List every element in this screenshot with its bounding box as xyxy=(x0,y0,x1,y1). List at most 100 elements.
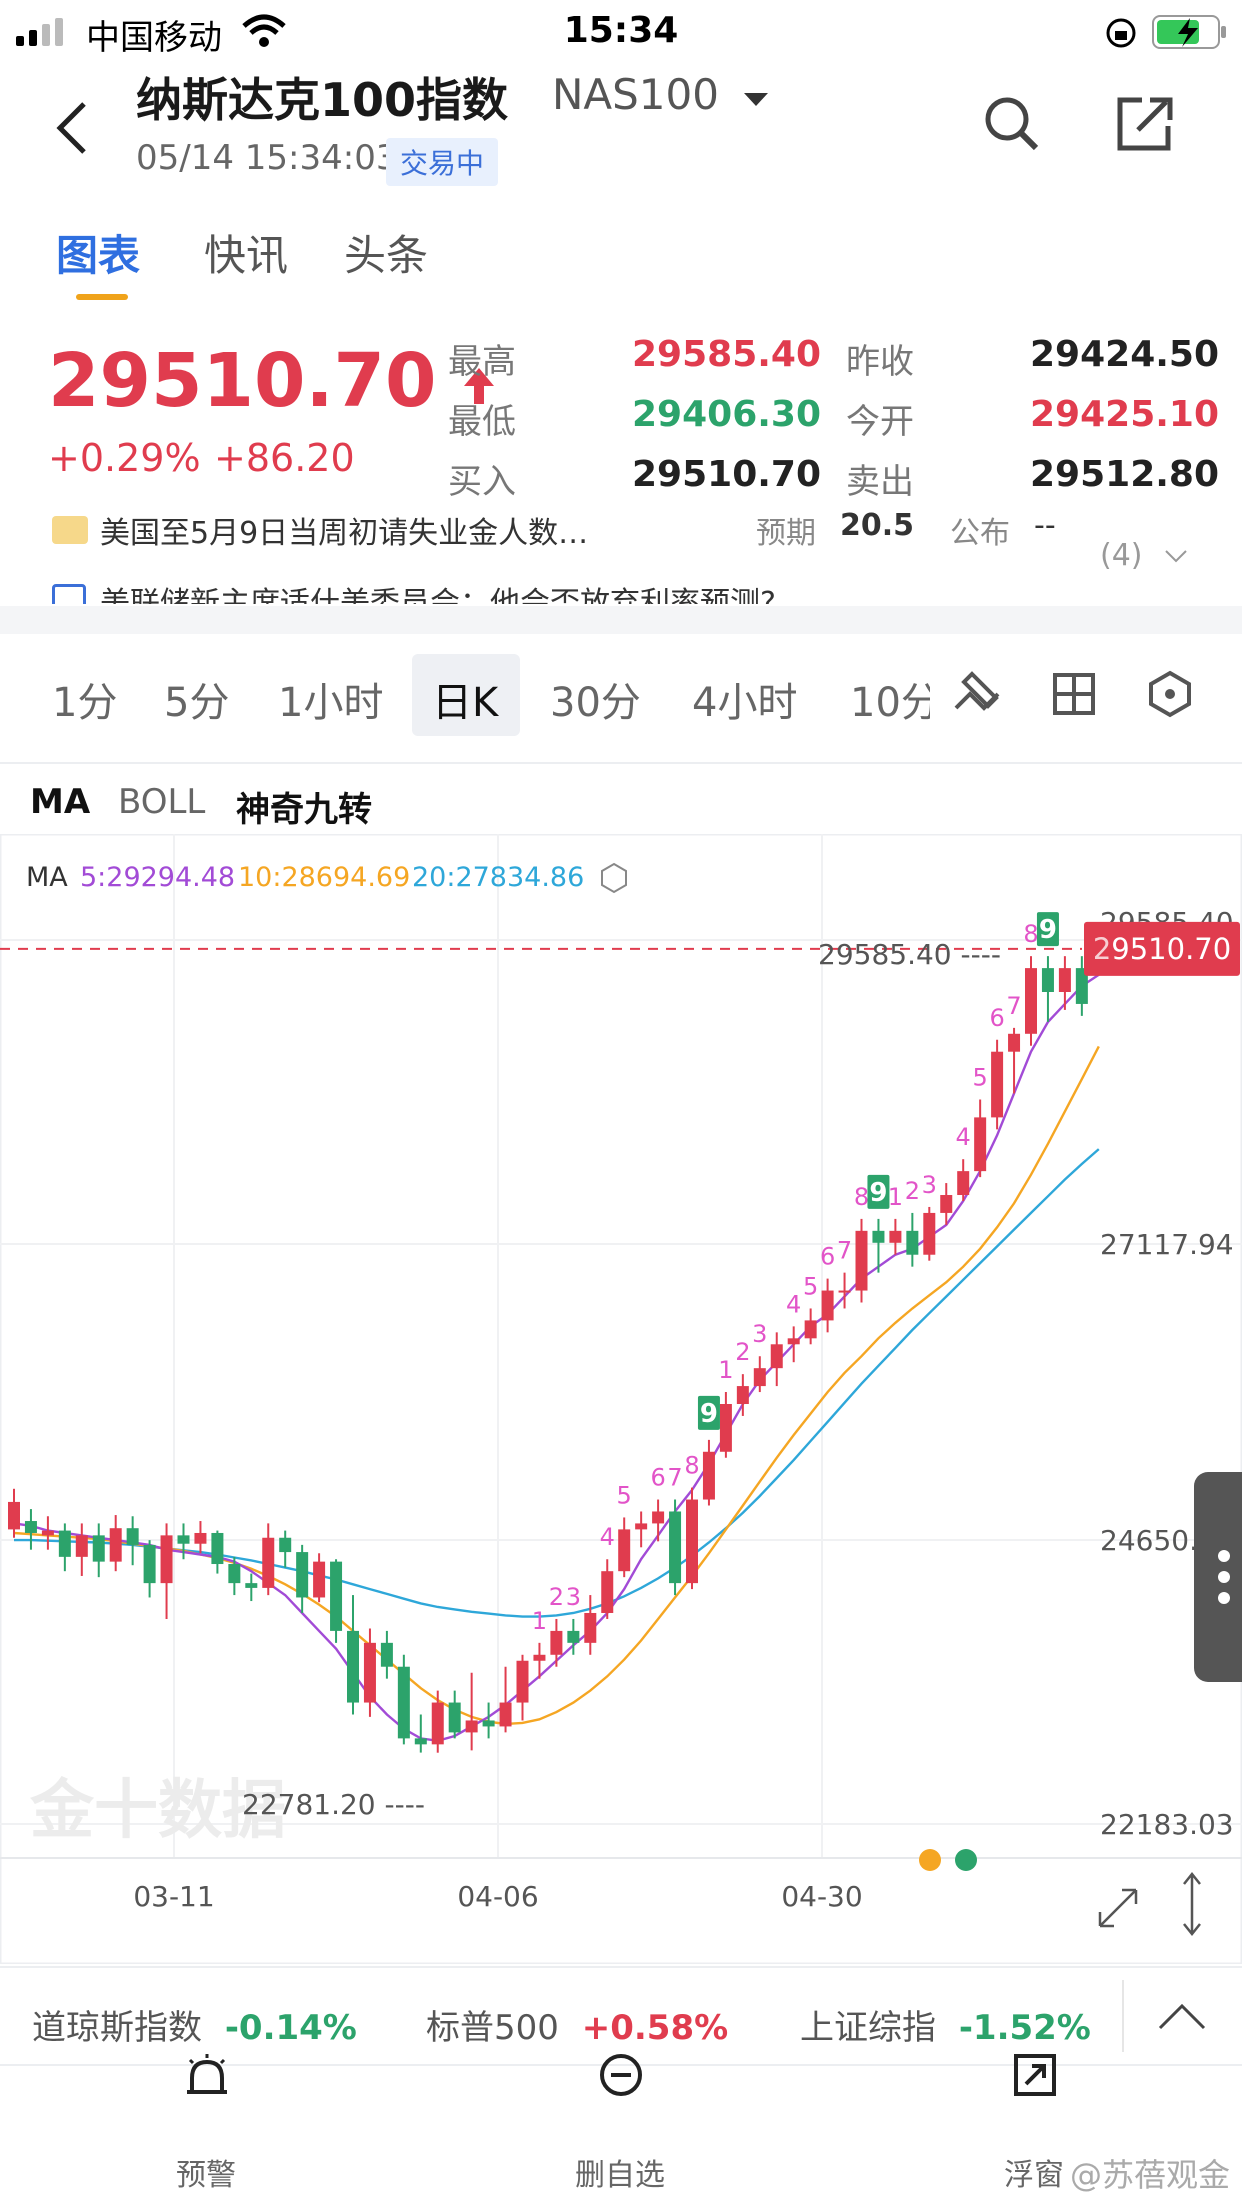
ma5-legend: 5:29294.48 xyxy=(80,862,235,893)
period-1hour[interactable]: 1小时 xyxy=(278,680,384,726)
search-icon[interactable] xyxy=(982,94,1042,154)
remove-circle-icon[interactable] xyxy=(598,2052,644,2098)
tab-flash-news[interactable]: 快讯 xyxy=(204,231,289,280)
nine-turn-label: 2 xyxy=(905,1177,920,1205)
candle-body xyxy=(262,1537,275,1588)
high-value: 29585.40 xyxy=(632,334,822,375)
nine-turn-label: 2 xyxy=(549,1583,564,1611)
settings-hex-icon[interactable] xyxy=(1146,670,1194,718)
candle-body xyxy=(991,1051,1004,1118)
period-5min[interactable]: 5分 xyxy=(164,680,230,726)
ma20-legend: 20:27834.86 xyxy=(412,862,584,893)
indicator-nine-turns[interactable]: 神奇九转 xyxy=(236,790,372,830)
period-selected-bg xyxy=(412,654,520,736)
nine-turn-label: 6 xyxy=(989,1004,1004,1032)
candle-body xyxy=(940,1195,953,1213)
candle-body xyxy=(601,1571,614,1613)
publish-value: -- xyxy=(1034,508,1056,543)
kline-chart-svg[interactable]: 金十数据MA5:29294.4810:28694.6920:27834.8629… xyxy=(0,833,1242,1965)
page-dot xyxy=(919,1849,941,1871)
candle-body xyxy=(1025,968,1037,1034)
watermark-author: @苏蓓观金 xyxy=(1070,2156,1231,2194)
tab-indicator xyxy=(76,294,128,300)
candle-body xyxy=(686,1499,698,1584)
vertical-zoom-icon xyxy=(1183,1871,1201,1937)
period-daily[interactable]: 日K xyxy=(432,680,499,726)
nine-turn-badge xyxy=(1036,912,1059,947)
period-1min[interactable]: 1分 xyxy=(52,680,118,726)
candle-body xyxy=(92,1535,105,1562)
share-icon[interactable] xyxy=(1114,94,1178,154)
period-30min[interactable]: 30分 xyxy=(550,680,641,726)
candle-body xyxy=(482,1720,495,1727)
news-item-2[interactable]: 美联储新主席适什美委员会：他会否放弃利率预测? xyxy=(100,586,776,604)
current-price-glow xyxy=(1088,936,1113,961)
candle-body xyxy=(1075,968,1088,1004)
nine-turn-label: 9 xyxy=(700,1399,718,1429)
current-price-badge xyxy=(1084,921,1240,976)
back-icon[interactable] xyxy=(52,100,92,156)
candle-body xyxy=(414,1738,427,1745)
candle-body xyxy=(465,1720,478,1733)
nine-turn-label: 7 xyxy=(1006,992,1021,1020)
nav-alert[interactable]: 预警 xyxy=(176,2158,236,2193)
high-label: 最高 xyxy=(448,342,516,382)
news-ticker[interactable]: 美国至5月9日当周初请失业金人数… 预期 20.5 公布 -- (4) 美联储新… xyxy=(0,508,1242,604)
candle-body xyxy=(821,1290,834,1321)
float-window-icon[interactable] xyxy=(1012,2052,1058,2098)
section-gap xyxy=(0,606,1242,634)
index-dow[interactable]: 道琼斯指数 -0.14% xyxy=(32,2000,357,2049)
index-sp500[interactable]: 标普500 +0.58% xyxy=(426,2000,728,2049)
period-10min[interactable]: 10分 xyxy=(850,680,930,726)
index-sse-name: 上证综指 xyxy=(800,2008,936,2048)
news-item-1[interactable]: 美国至5月9日当周初请失业金人数… xyxy=(100,516,589,551)
index-sse-value: -1.52% xyxy=(958,2008,1091,2048)
candle-body xyxy=(347,1630,359,1703)
candle-body xyxy=(533,1654,546,1661)
change-absolute: +86.20 xyxy=(214,436,355,480)
nine-turn-label: 6 xyxy=(820,1243,835,1271)
draw-tool-icon[interactable] xyxy=(950,668,1004,722)
nav-remove-watchlist[interactable]: 删自选 xyxy=(575,2158,665,2193)
nav-float-window[interactable]: 浮窗 xyxy=(1004,2158,1064,2193)
index-sse[interactable]: 上证综指 -1.52% xyxy=(800,2000,1091,2049)
tab-chart[interactable]: 图表 xyxy=(56,231,141,280)
layout-grid-icon[interactable] xyxy=(1052,672,1096,716)
nine-turn-label: 8 xyxy=(854,1183,869,1211)
alarm-icon[interactable] xyxy=(184,2052,230,2098)
ma-legend-label: MA xyxy=(26,862,68,893)
period-4hour[interactable]: 4小时 xyxy=(692,680,798,726)
nine-turn-label: 1 xyxy=(532,1607,547,1635)
candle-body xyxy=(24,1521,37,1533)
news-count[interactable]: (4) xyxy=(1100,538,1143,573)
caret-down-icon xyxy=(744,93,769,106)
kline-chart[interactable]: 金十数据MA5:29294.4810:28694.6920:27834.8629… xyxy=(0,833,1242,1965)
candle-body xyxy=(652,1511,665,1524)
expect-label: 预期 xyxy=(756,516,816,551)
nine-turn-label: 4 xyxy=(956,1123,971,1151)
candle-body xyxy=(126,1528,139,1545)
chevron-up-icon[interactable] xyxy=(1158,2002,1206,2030)
candle-body xyxy=(431,1702,444,1745)
x-tick-label: 03-11 xyxy=(133,1880,214,1913)
more-dots-icon xyxy=(1218,1550,1230,1604)
side-handle[interactable] xyxy=(1194,1472,1242,1682)
chevron-down-icon[interactable] xyxy=(1164,548,1188,564)
tab-headlines[interactable]: 头条 xyxy=(344,231,429,280)
y-tick-label: 22183.03 xyxy=(1100,1808,1234,1841)
candle-body xyxy=(702,1451,715,1500)
symbol-selector[interactable]: NAS100 xyxy=(552,70,770,119)
nine-turn-label: 7 xyxy=(837,1237,852,1265)
nine-turn-label: 5 xyxy=(803,1272,818,1300)
indicator-boll[interactable]: BOLL xyxy=(118,782,206,822)
prev-close-value: 29424.50 xyxy=(1030,334,1220,375)
candle-body xyxy=(804,1320,817,1339)
candle-body xyxy=(719,1403,732,1452)
last-price-value: 29510.70 xyxy=(48,338,437,424)
battery-icon xyxy=(1152,15,1226,49)
candle-body xyxy=(194,1532,207,1544)
bid-label: 买入 xyxy=(448,462,516,502)
candle-body xyxy=(1058,968,1071,992)
indicator-ma[interactable]: MA xyxy=(30,782,91,822)
candle-body xyxy=(906,1230,919,1255)
